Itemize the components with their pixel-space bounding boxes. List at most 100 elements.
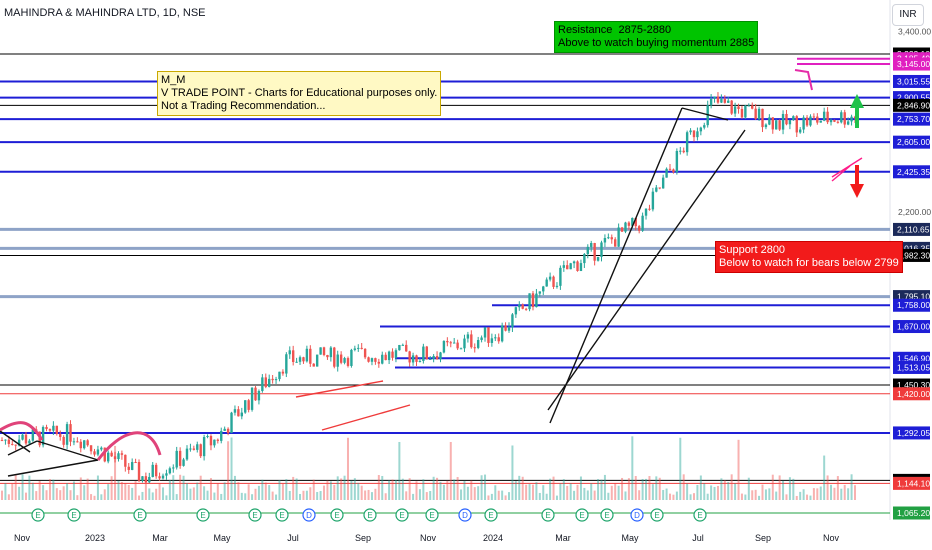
price-level-label: 3,145.00 bbox=[897, 59, 930, 69]
candle-body bbox=[559, 267, 562, 286]
event-marker-label: E bbox=[137, 511, 142, 520]
mm-note[interactable]: M_M V TRADE POINT - Charts for Education… bbox=[157, 71, 442, 116]
volume-bar bbox=[103, 489, 106, 500]
candle-body bbox=[0, 440, 4, 442]
candle-body bbox=[374, 358, 377, 362]
candle-body bbox=[545, 279, 548, 287]
volume-bar bbox=[412, 493, 415, 500]
volume-bar bbox=[607, 492, 610, 500]
volume-bar bbox=[305, 490, 308, 500]
candle-body bbox=[113, 456, 117, 460]
volume-bar bbox=[189, 488, 192, 500]
event-marker-label: D bbox=[306, 511, 312, 520]
volume-bar bbox=[192, 487, 195, 500]
volume-bar bbox=[641, 478, 644, 500]
volume-bar bbox=[172, 475, 175, 500]
volume-bar bbox=[555, 495, 558, 500]
candle-body bbox=[326, 354, 329, 358]
candle-body bbox=[737, 106, 740, 109]
volume-bar bbox=[237, 482, 240, 500]
earnings-marker-icon bbox=[484, 508, 498, 522]
volume-bar bbox=[391, 479, 394, 500]
candle-body bbox=[298, 357, 302, 362]
price-level-label: 1,065.20 bbox=[897, 508, 930, 518]
volume-bar bbox=[120, 482, 123, 500]
candle-body bbox=[723, 98, 727, 103]
candle-body bbox=[391, 351, 394, 358]
volume-bar bbox=[453, 479, 456, 500]
x-tick-label: Nov bbox=[14, 533, 31, 543]
volume-bar bbox=[292, 476, 295, 500]
earnings-marker-icon bbox=[275, 508, 289, 522]
support-note[interactable]: Support 2800 Below to watch for bears be… bbox=[715, 241, 903, 273]
x-tick-label: May bbox=[621, 533, 639, 543]
candle-body bbox=[357, 347, 360, 349]
price-level-label: 1,795.10 bbox=[897, 292, 930, 302]
candle-body bbox=[476, 340, 480, 348]
arc-drawing bbox=[96, 431, 162, 461]
candle-body bbox=[350, 349, 353, 366]
volume-bar bbox=[425, 492, 428, 500]
candle-body bbox=[504, 325, 507, 331]
event-marker-label: E bbox=[367, 511, 372, 520]
candle-body bbox=[733, 106, 737, 114]
candle-body bbox=[7, 439, 11, 444]
volume-bar bbox=[617, 485, 620, 500]
price-level-label: 2,605.00 bbox=[897, 137, 930, 147]
earnings-marker-icon bbox=[363, 508, 377, 522]
trend-line bbox=[295, 380, 384, 398]
volume-bar bbox=[230, 437, 233, 500]
volume-bar bbox=[38, 481, 41, 500]
candle-body bbox=[168, 468, 172, 474]
volume-bar bbox=[281, 483, 284, 500]
event-marker-label: E bbox=[654, 511, 659, 520]
candle-body bbox=[449, 342, 452, 344]
candle-body bbox=[802, 117, 805, 130]
volume-bar bbox=[388, 480, 391, 500]
earnings-marker-icon bbox=[196, 508, 210, 522]
volume-bar bbox=[110, 476, 113, 500]
candle-body bbox=[542, 286, 545, 292]
candle-body bbox=[518, 304, 521, 308]
volume-bar bbox=[185, 483, 188, 500]
trend-line bbox=[831, 165, 851, 182]
candle-body bbox=[244, 400, 247, 413]
candle-body bbox=[778, 120, 781, 130]
candle-body bbox=[148, 476, 151, 483]
candle-body bbox=[572, 261, 576, 264]
volume-bar bbox=[682, 474, 685, 500]
volume-bar bbox=[621, 477, 624, 500]
volume-bar bbox=[597, 479, 600, 500]
candle-body bbox=[692, 130, 696, 138]
candle-body bbox=[202, 437, 206, 457]
candle-body bbox=[223, 428, 226, 431]
currency-button[interactable]: INR bbox=[892, 4, 924, 26]
volume-bar bbox=[648, 476, 651, 500]
x-tick-label: May bbox=[213, 533, 231, 543]
volume-bar bbox=[35, 491, 38, 500]
volume-bar bbox=[18, 486, 21, 500]
volume-bar bbox=[477, 486, 480, 500]
candle-body bbox=[189, 448, 192, 450]
volume-bar bbox=[696, 485, 699, 500]
volume-bar bbox=[405, 491, 408, 500]
resistance-note[interactable]: Resistance 2875-2880 Above to watch buyi… bbox=[554, 21, 759, 53]
volume-bar bbox=[535, 482, 538, 500]
candle-body bbox=[641, 215, 644, 231]
candle-body bbox=[586, 246, 589, 255]
candle-body bbox=[576, 261, 579, 271]
volume-bar bbox=[833, 487, 836, 500]
candle-body bbox=[620, 227, 624, 232]
candle-body bbox=[278, 371, 281, 380]
volume-bar bbox=[675, 491, 678, 500]
volume-bar bbox=[312, 479, 315, 500]
volume-bar bbox=[418, 489, 421, 500]
volume-bar bbox=[436, 477, 439, 500]
volume-bar bbox=[244, 493, 247, 500]
price-label-bg bbox=[893, 165, 930, 179]
candle-body bbox=[524, 308, 528, 310]
volume-bar bbox=[66, 483, 69, 500]
volume-bar bbox=[86, 478, 89, 500]
candle-body bbox=[158, 476, 161, 479]
